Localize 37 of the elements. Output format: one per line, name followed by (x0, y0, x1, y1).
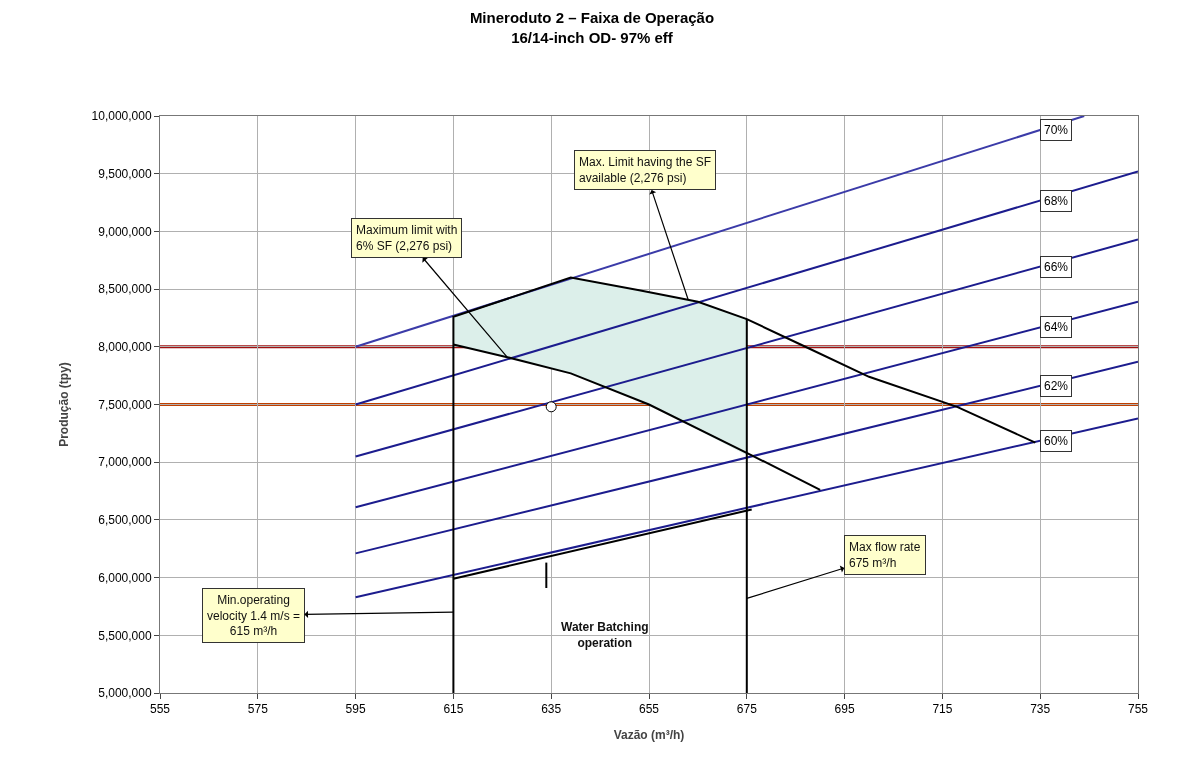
x-tick-label: 615 (443, 702, 464, 717)
y-tick-label: 9,500,000 (98, 166, 152, 181)
y-tick-label: 6,000,000 (98, 570, 152, 585)
series-label: 64% (1044, 320, 1069, 334)
annotation: Maximum limit with 6% SF (2,276 psi) (356, 223, 458, 253)
y-tick-label: 8,500,000 (98, 282, 152, 297)
y-axis-title: Produção (tpy) (56, 362, 71, 447)
y-tick-label: 10,000,000 (91, 109, 152, 124)
x-tick-label: 595 (345, 702, 366, 717)
x-tick-label: 675 (736, 702, 758, 717)
y-tick-label: 8,000,000 (98, 340, 152, 354)
x-tick-label: 695 (834, 702, 855, 717)
series-label: 62% (1044, 379, 1069, 393)
y-tick-label: 7,000,000 (98, 455, 152, 470)
series-label: 70% (1044, 123, 1069, 137)
annotation: Min.operating velocity 1.4 m/s = 615 m³/h (207, 593, 301, 639)
x-tick-label: 635 (541, 702, 562, 717)
series-label: 60% (1044, 434, 1069, 448)
x-tick-label: 655 (638, 702, 660, 717)
annotation: Water Batching operation (561, 620, 649, 650)
y-tick-label: 5,500,000 (98, 628, 152, 643)
chart-subtitle: 16/14-inch OD- 97% eff (511, 28, 674, 46)
chart-title: Mineroduto 2 – Faixa de Operação (469, 9, 715, 27)
annotation: Max flow rate 675 m³/h (849, 540, 921, 570)
y-tick-label: 6,500,000 (98, 513, 152, 528)
series-label: 68% (1044, 194, 1069, 208)
y-tick-label: 5,000,000 (98, 686, 152, 701)
annotation: Max. Limit having the SF available (2,276 psi) (579, 155, 712, 185)
x-tick-label: 715 (932, 702, 953, 717)
x-tick-label: 575 (247, 702, 269, 717)
x-axis-title: Vazão (m³/h) (613, 728, 685, 742)
y-tick-label: 9,000,000 (98, 224, 152, 239)
series-label: 66% (1044, 260, 1069, 274)
x-tick-label: 755 (1127, 702, 1149, 717)
x-tick-label: 735 (1030, 702, 1051, 717)
y-tick-label: 7,500,000 (98, 397, 152, 412)
x-tick-label: 555 (149, 702, 171, 717)
